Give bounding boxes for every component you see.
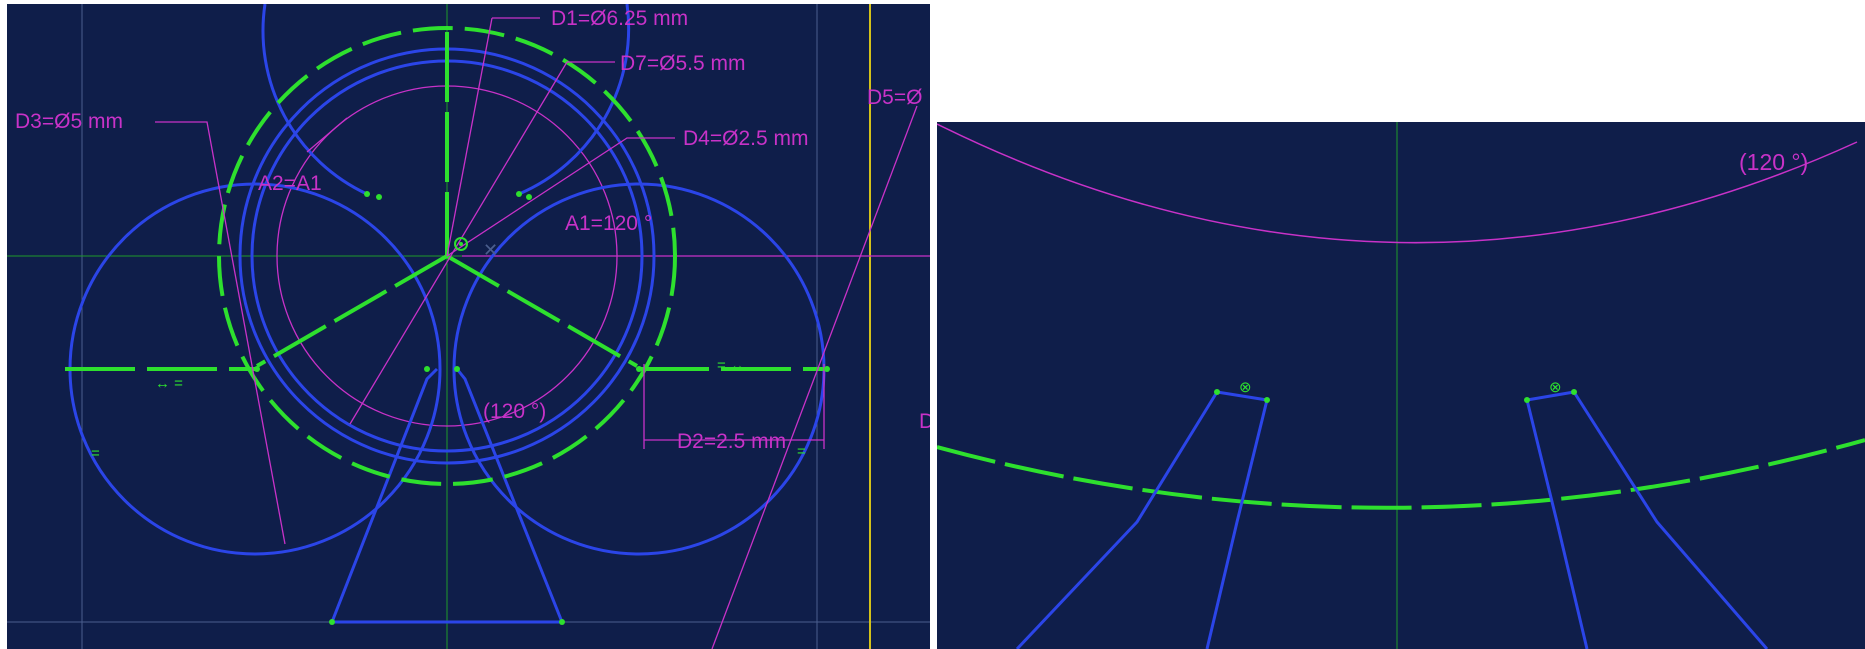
- construction-radius-left[interactable]: [255, 254, 449, 368]
- dimension-d1[interactable]: D1=Ø6.25 mm: [551, 7, 688, 30]
- d1-leader-line: [446, 17, 493, 257]
- stem-left-inner[interactable]: [1205, 399, 1269, 649]
- construction-geometry[interactable]: [65, 26, 827, 486]
- equal-constraint-left[interactable]: ↔ =: [155, 375, 183, 392]
- construction-circle[interactable]: [217, 26, 677, 486]
- stem-left[interactable]: [330, 367, 439, 623]
- stem-left-outer[interactable]: [1015, 391, 1219, 649]
- stem-left-cap[interactable]: [1216, 390, 1268, 402]
- stem-right-outer[interactable]: [1572, 391, 1769, 649]
- dimension-d-cut[interactable]: D: [919, 410, 930, 433]
- dimension-d7[interactable]: D7=Ø5.5 mm: [620, 52, 745, 75]
- vertex-points[interactable]: [254, 191, 830, 625]
- sketch-canvas[interactable]: ✕ D1=Ø6.25 mm D7=Ø5.5 mm D3=Ø5 mm D4=Ø2.…: [7, 4, 930, 649]
- sketch-viewport-main[interactable]: ✕ D1=Ø6.25 mm D7=Ø5.5 mm D3=Ø5 mm D4=Ø2.…: [7, 4, 930, 649]
- cursor-cross-icon: ✕: [483, 240, 498, 260]
- construction-circle-segment[interactable]: [937, 438, 1865, 510]
- dimension-angle-reference[interactable]: (120 °): [483, 400, 546, 423]
- stem-right-inner[interactable]: [1525, 399, 1589, 649]
- equal-constraint-right[interactable]: = ↔: [717, 357, 745, 374]
- sketch-viewport-detail[interactable]: ⊗ ⊗ (120 °): [937, 122, 1865, 649]
- dimension-angle-reference[interactable]: (120 °): [1739, 149, 1808, 175]
- dimension-d2[interactable]: D2=2.5 mm: [677, 430, 786, 453]
- dimension-d5[interactable]: D5=Ø: [867, 86, 922, 109]
- dimension-a2[interactable]: A2=A1: [258, 172, 322, 195]
- sketch-geometry[interactable]: [1015, 390, 1769, 649]
- d5-leader-line: [711, 105, 918, 649]
- stem-right-cap[interactable]: [1526, 390, 1575, 402]
- a2-leader: [306, 117, 348, 153]
- coincident-constraint-icon[interactable]: ⊗: [1239, 379, 1252, 396]
- angle-dimension-arc[interactable]: [937, 123, 1858, 244]
- d4-leader: [446, 137, 675, 257]
- pivot-dot: [459, 242, 463, 246]
- equal-constraint-single[interactable]: =: [91, 445, 100, 462]
- equal-constraint-single-right[interactable]: =: [797, 443, 806, 460]
- coincident-constraint-icon[interactable]: ⊗: [1549, 379, 1562, 396]
- stem-right[interactable]: [455, 368, 564, 623]
- top-right-arc[interactable]: [518, 4, 631, 196]
- dimension-a1[interactable]: A1=120 °: [565, 212, 652, 235]
- dimension-d3[interactable]: D3=Ø5 mm: [15, 110, 123, 133]
- d3-leader: [155, 121, 286, 545]
- dimension-leaders: [155, 17, 918, 649]
- top-left-arc[interactable]: [261, 4, 368, 196]
- vertex-points[interactable]: [1214, 389, 1577, 403]
- construction-radius-right[interactable]: [445, 254, 639, 368]
- pivot-marker-icon[interactable]: [454, 237, 468, 251]
- d7-leader-line: [349, 61, 568, 425]
- detail-canvas[interactable]: ⊗ ⊗ (120 °): [937, 122, 1865, 649]
- dimension-d4[interactable]: D4=Ø2.5 mm: [683, 127, 808, 150]
